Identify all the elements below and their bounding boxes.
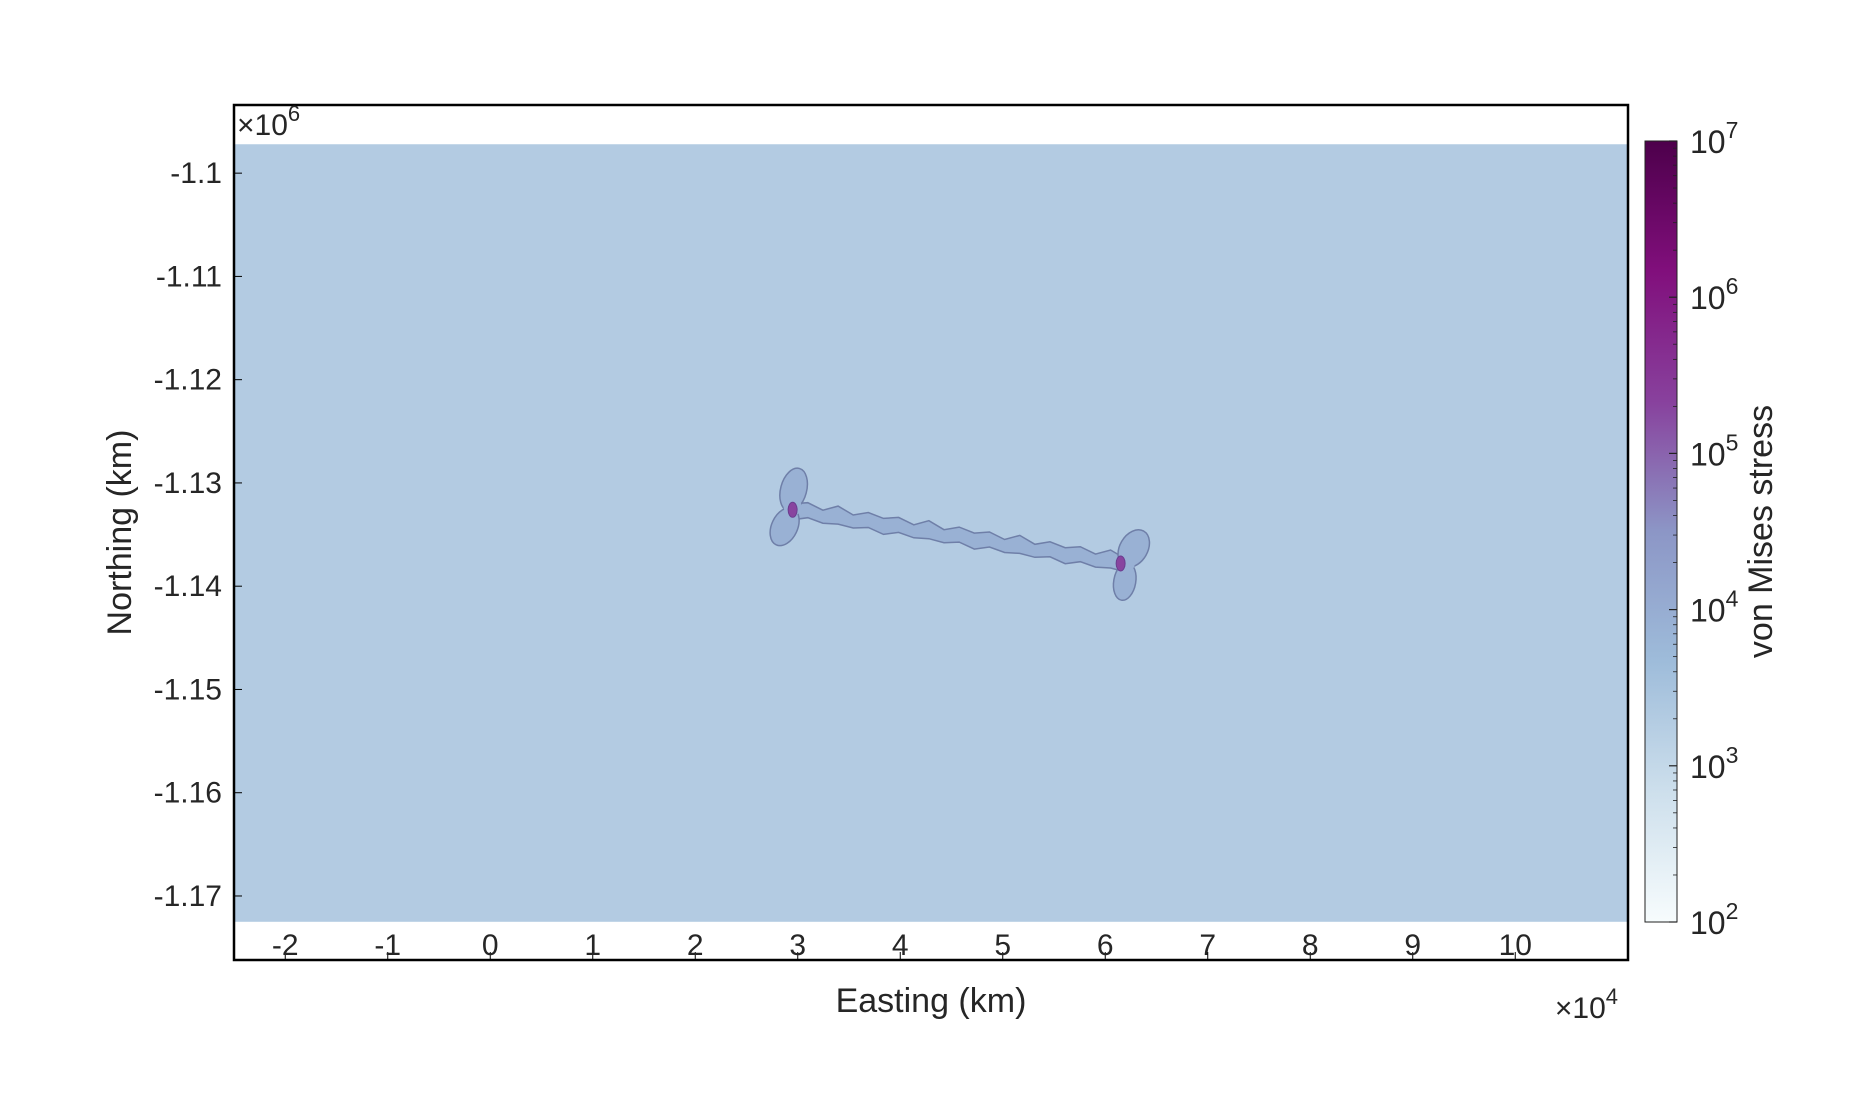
x-tick-label: -2 — [272, 929, 299, 962]
colorbar-tick-label: 102 — [1690, 898, 1738, 941]
colorbar-tick-exp: 7 — [1726, 117, 1739, 143]
colorbar-tick-label: 103 — [1690, 742, 1738, 785]
colorbar-tick-base: 10 — [1690, 593, 1726, 629]
colorbar-tick-label: 107 — [1690, 117, 1738, 160]
east-lobe-contour — [1112, 529, 1151, 602]
x-tick-label: 4 — [892, 929, 909, 962]
x-tick-label: 3 — [789, 929, 806, 962]
x-tick-label: 10 — [1499, 929, 1532, 962]
plot-frame — [232, 103, 1630, 962]
y-tick-label: -1.16 — [154, 777, 222, 810]
x-tick-label: 1 — [584, 929, 601, 962]
colorbar-tick-exp: 5 — [1726, 429, 1739, 455]
colorbar-tick-exp: 6 — [1726, 273, 1739, 299]
x-axis-title: Easting (km) — [836, 982, 1027, 1020]
x-tick-label: -1 — [374, 929, 401, 962]
x-tick-label: 2 — [687, 929, 704, 962]
y-tick-label: -1.15 — [154, 673, 222, 706]
colorbar-tick-label: 106 — [1690, 273, 1738, 316]
y-axis-multiplier: ×106 — [237, 101, 300, 142]
colorbar-tick-base: 10 — [1690, 124, 1726, 160]
colorbar-gradient-bar — [1644, 140, 1678, 923]
y-tick-label: -1.11 — [156, 260, 222, 293]
axes: -2 -1 0 1 2 3 4 5 6 7 8 9 10 -1.1 -1.11 -1.12 -1.13 -1.14… — [101, 101, 1630, 1025]
colorbar-tick-base: 10 — [1690, 749, 1726, 785]
colorbar-tick-exp: 4 — [1726, 586, 1739, 612]
x-axis-multiplier-exp: 4 — [1606, 984, 1618, 1009]
x-tick-label: 9 — [1404, 929, 1421, 962]
y-tick-label: -1.14 — [154, 570, 222, 603]
x-axis-multiplier: ×104 — [1555, 984, 1618, 1025]
y-axis-multiplier-base: ×10 — [237, 109, 288, 142]
x-tick-label: 7 — [1199, 929, 1216, 962]
x-tick-label: 6 — [1097, 929, 1114, 962]
colorbar-tick-exp: 3 — [1726, 742, 1739, 768]
y-tick-label: -1.12 — [154, 364, 222, 397]
colorbar-tick-base: 10 — [1690, 905, 1726, 941]
y-tick-label: -1.13 — [154, 467, 222, 500]
y-axis-multiplier-exp: 6 — [288, 101, 300, 126]
colorbar-tick-base: 10 — [1690, 436, 1726, 472]
colorbar-tick-label: 105 — [1690, 429, 1738, 472]
x-tick-label: 5 — [994, 929, 1011, 962]
west-peak-contour — [787, 501, 798, 518]
x-axis-multiplier-base: ×10 — [1555, 992, 1606, 1025]
east-peak-contour — [1115, 555, 1126, 572]
plot-area — [234, 144, 1628, 922]
x-tick-label: 8 — [1302, 929, 1319, 962]
colorbar-tick-base: 10 — [1690, 280, 1726, 316]
x-tick-label: 0 — [482, 929, 499, 962]
y-axis-title: Northing (km) — [101, 430, 139, 636]
y-tick-label: -1.1 — [170, 157, 222, 190]
colorbar-tick-exp: 2 — [1726, 898, 1739, 924]
colorbar-title: von Mises stress — [1742, 405, 1780, 658]
colorbar-tick-label: 104 — [1690, 586, 1739, 629]
y-tick-label: -1.17 — [154, 880, 222, 913]
